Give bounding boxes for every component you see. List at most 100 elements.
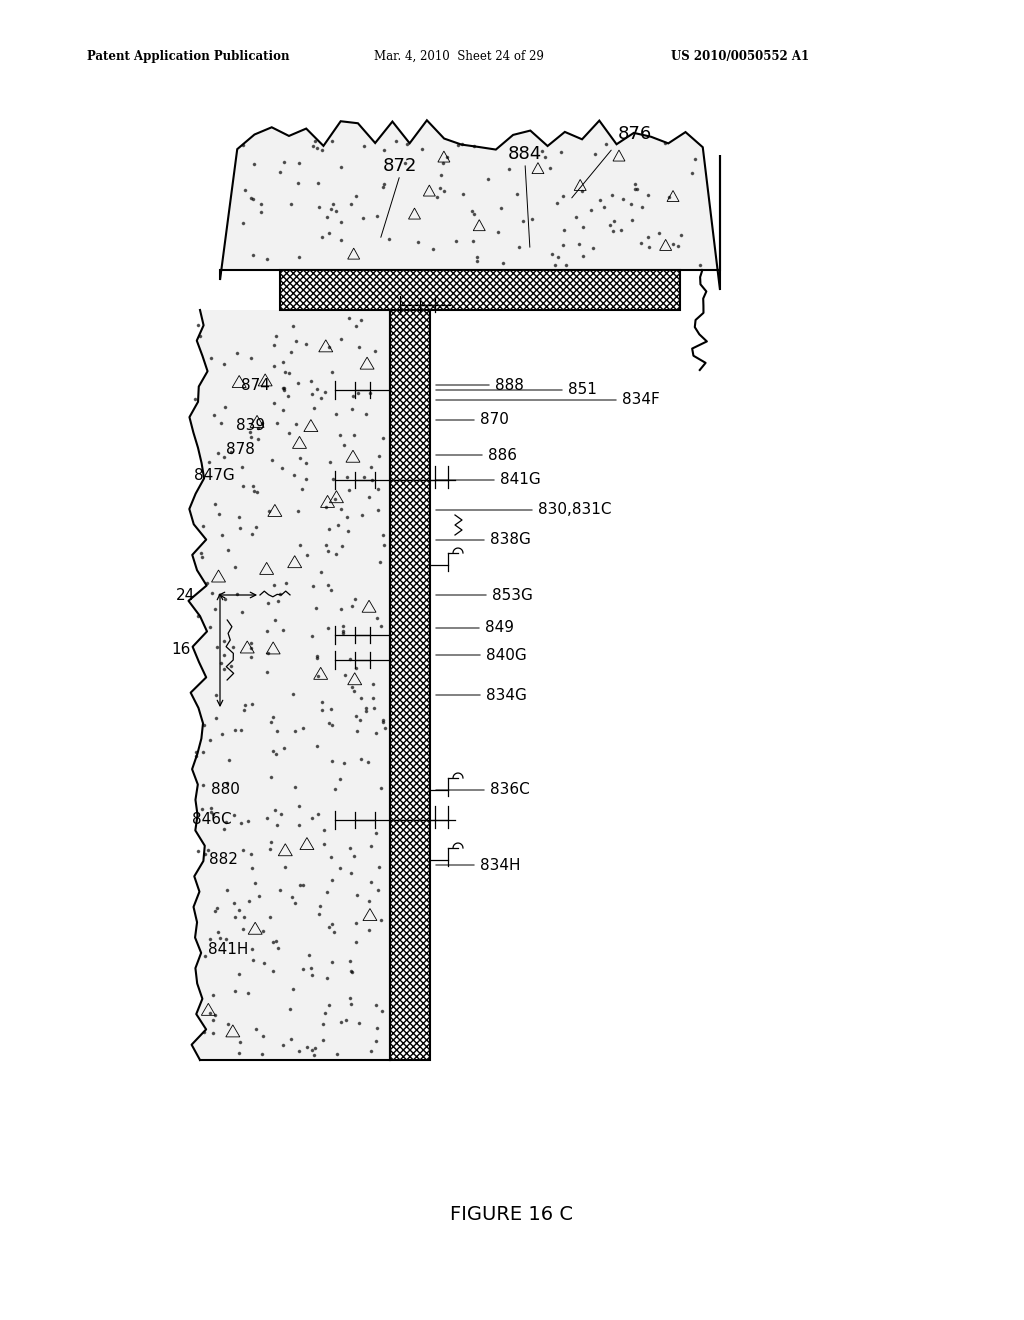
Point [243, 187, 259, 209]
Point [231, 964, 248, 985]
Point [240, 982, 256, 1003]
Point [328, 201, 344, 222]
Point [216, 659, 232, 680]
Point [244, 524, 260, 545]
Point [613, 219, 630, 240]
Point [280, 385, 296, 407]
Point [603, 185, 620, 206]
Point [271, 161, 288, 182]
Point [324, 870, 340, 891]
Point [304, 384, 321, 405]
Point [370, 500, 386, 521]
Point [349, 721, 366, 742]
Point [223, 655, 240, 676]
Point [556, 220, 572, 242]
Point [464, 201, 480, 222]
Point [595, 197, 611, 218]
Point [232, 719, 249, 741]
Point [333, 211, 349, 232]
Point [214, 723, 230, 744]
Point [285, 315, 301, 337]
Point [312, 388, 329, 409]
Point [323, 199, 339, 220]
Point [338, 1010, 354, 1031]
Point [219, 879, 236, 900]
Point [671, 235, 687, 256]
Point [550, 246, 566, 267]
Point [267, 800, 284, 821]
Point [234, 919, 251, 940]
Point [439, 147, 456, 168]
Point [243, 638, 259, 659]
Point [308, 379, 325, 400]
Point [371, 857, 387, 878]
Point [290, 172, 306, 193]
Point [333, 1011, 349, 1032]
Point [291, 247, 307, 268]
Point [292, 535, 308, 556]
Point [290, 374, 306, 395]
Point [326, 921, 342, 942]
Point [623, 193, 639, 214]
Point [276, 738, 293, 759]
Point [259, 591, 275, 612]
Point [288, 413, 304, 434]
Point [225, 892, 242, 913]
Point [374, 1001, 390, 1022]
Point [627, 173, 643, 194]
Point [375, 524, 391, 545]
Point [425, 239, 441, 260]
Point [243, 426, 259, 447]
Point [306, 1038, 323, 1059]
Point [321, 337, 337, 358]
Point [234, 213, 251, 234]
Point [233, 813, 250, 834]
Point [361, 383, 378, 404]
Point [428, 186, 444, 207]
Point [369, 822, 385, 843]
Point [396, 152, 413, 173]
Point [351, 709, 368, 730]
Point [665, 234, 681, 255]
Point [288, 331, 304, 352]
Point [203, 797, 219, 818]
Point [318, 496, 335, 517]
Point [606, 211, 623, 232]
Point [290, 500, 306, 521]
Point [226, 805, 243, 826]
Point [370, 879, 386, 900]
Point [598, 133, 614, 154]
Point [186, 389, 203, 411]
Point [236, 700, 252, 721]
Point [342, 961, 358, 982]
Point [308, 645, 325, 667]
Point [335, 623, 351, 644]
Point [344, 399, 360, 420]
Point [342, 950, 358, 972]
Point [189, 841, 206, 862]
Point [243, 632, 259, 653]
Point [243, 647, 259, 668]
Point [328, 544, 344, 565]
Point [362, 1041, 379, 1063]
Point [366, 698, 382, 719]
Point [302, 958, 318, 979]
Point [197, 843, 213, 865]
Text: 888: 888 [495, 378, 524, 392]
Point [249, 482, 265, 503]
Text: 840G: 840G [486, 648, 526, 663]
Point [310, 903, 327, 924]
Point [553, 141, 569, 162]
Point [209, 898, 225, 919]
Point [544, 243, 560, 264]
Point [274, 378, 291, 399]
Point [217, 396, 233, 417]
Point [364, 871, 380, 892]
Point [673, 224, 689, 246]
Point [275, 378, 292, 399]
Point [315, 1030, 332, 1051]
Point [570, 234, 587, 255]
Point [234, 455, 251, 477]
Point [282, 998, 298, 1019]
Point [270, 939, 287, 960]
